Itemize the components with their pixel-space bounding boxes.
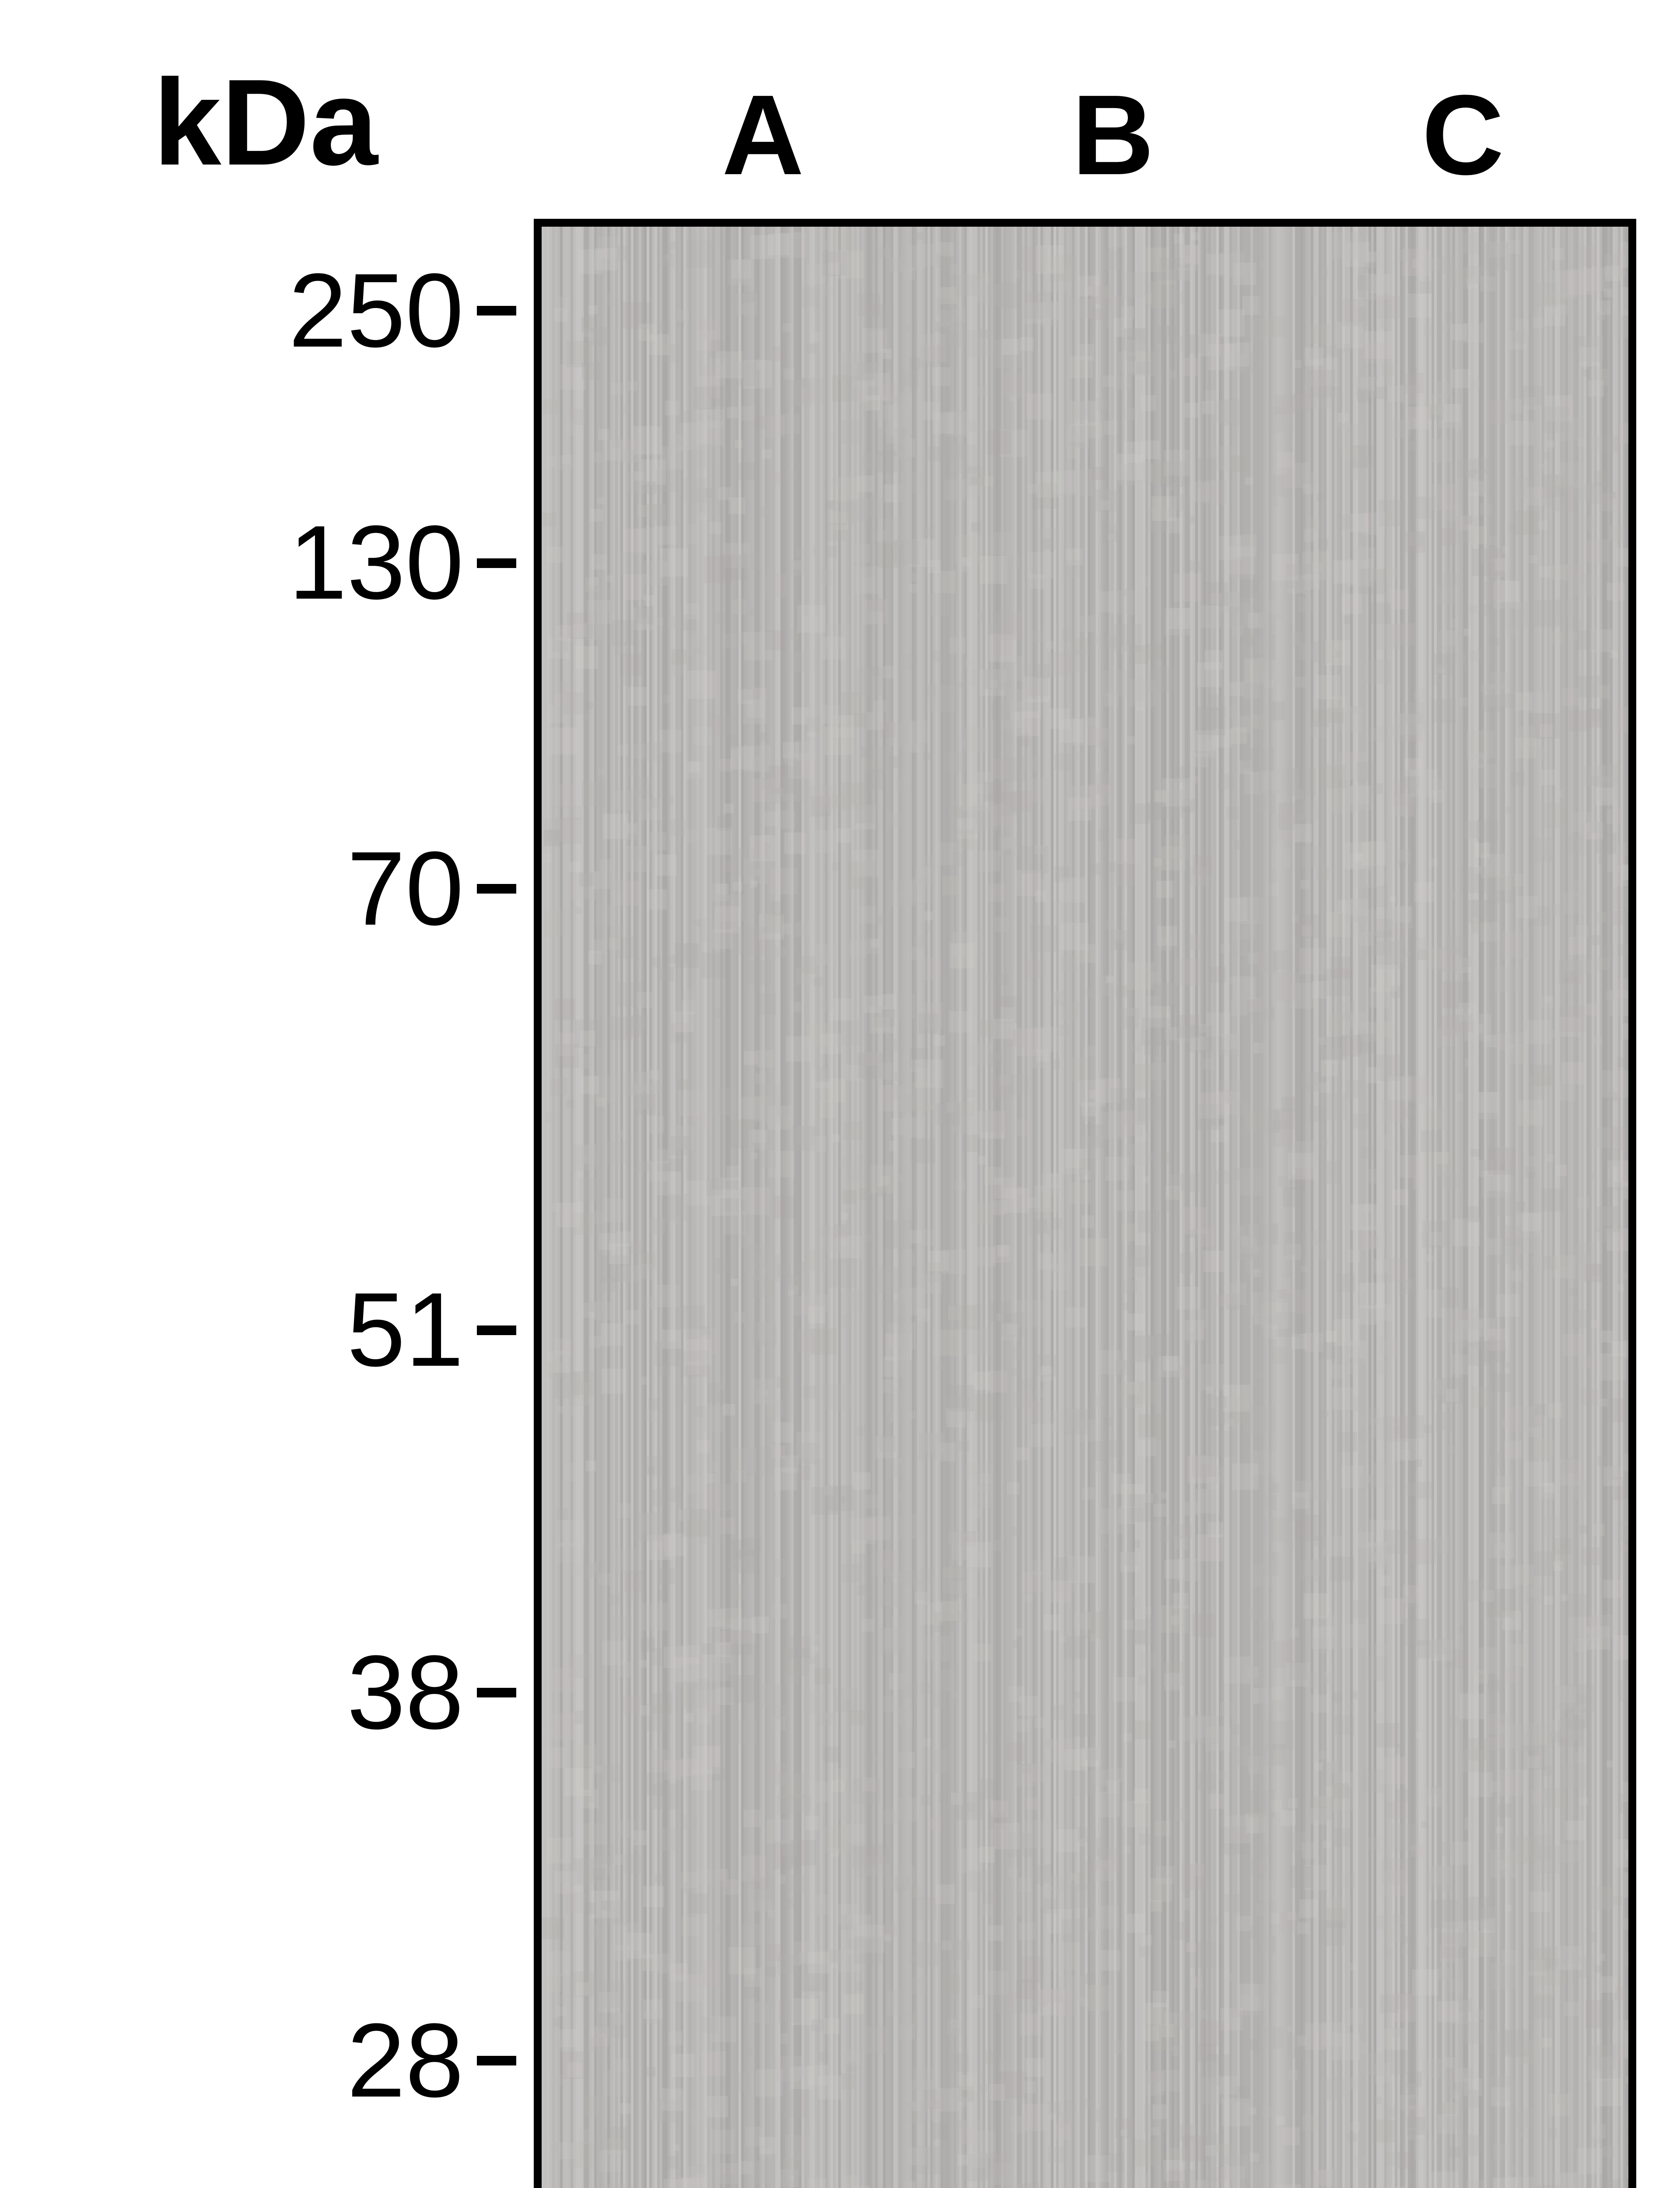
lane-divider — [897, 227, 910, 2188]
lane-label-c: C — [1422, 70, 1504, 201]
lane-label-a: A — [722, 70, 804, 201]
ladder-label-130: 130 — [158, 502, 464, 623]
axis-title-kda: kDa — [153, 53, 378, 193]
ladder-label-70: 70 — [158, 828, 464, 949]
ladder-tick — [477, 1325, 516, 1335]
lane-label-b: B — [1072, 70, 1154, 201]
blot-figure: kDa ABC 250130705138281916 — [0, 0, 1680, 2188]
lane-divider — [1259, 227, 1272, 2188]
blot-background — [542, 227, 1628, 2188]
ladder-label-28: 28 — [158, 2000, 464, 2121]
ladder-tick — [477, 2056, 516, 2065]
ladder-label-250: 250 — [158, 250, 464, 371]
blot-membrane — [534, 219, 1636, 2188]
ladder-label-51: 51 — [158, 1269, 464, 1390]
ladder-tick — [477, 884, 516, 894]
ladder-tick — [477, 558, 516, 568]
ladder-label-38: 38 — [158, 1632, 464, 1753]
ladder-tick — [477, 306, 516, 316]
ladder-tick — [477, 1688, 516, 1697]
